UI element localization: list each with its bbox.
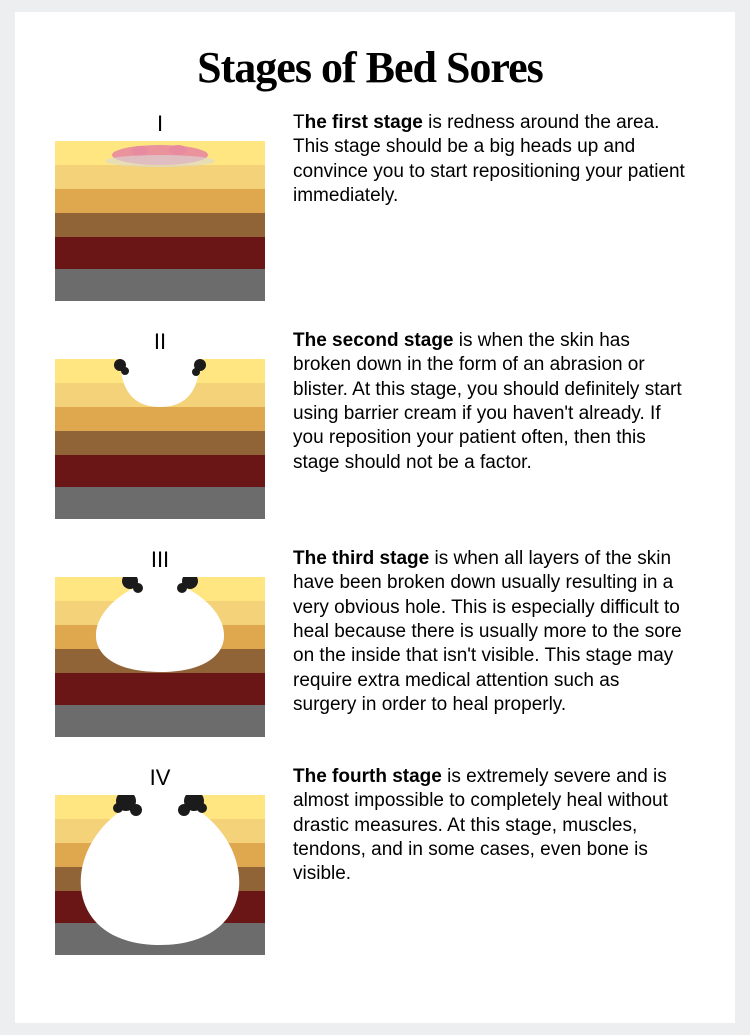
stage-lead: The fourth stage <box>293 766 442 787</box>
tissue-diagram-wrap <box>55 577 265 737</box>
stage-roman-label: II <box>55 329 265 355</box>
tissue-diagram <box>55 795 265 955</box>
tissue-diagram <box>55 141 265 301</box>
stage-lead: The second stage <box>293 330 454 351</box>
stage-description: The second stage is when the skin has br… <box>293 329 685 475</box>
tissue-diagram <box>55 359 265 519</box>
stage-body: is when all layers of the skin have been… <box>293 548 682 715</box>
diagram-column: I <box>55 111 265 301</box>
stage-body: is when the skin has broken down in the … <box>293 330 682 473</box>
stage-row: I The first stage is redness around the … <box>55 111 685 301</box>
stage-roman-label: III <box>55 547 265 573</box>
infographic-page: Stages of Bed Sores I The first stage is… <box>15 12 735 1023</box>
tissue-diagram-wrap <box>55 359 265 519</box>
stage-roman-label: I <box>55 111 265 137</box>
diagram-column: IV <box>55 765 265 955</box>
stage-description: The first stage is redness around the ar… <box>293 111 685 208</box>
tissue-diagram-wrap <box>55 795 265 955</box>
stage-row: II The second stage is when the skin has… <box>55 329 685 519</box>
stage-roman-label: IV <box>55 765 265 791</box>
diagram-column: III <box>55 547 265 737</box>
page-title: Stages of Bed Sores <box>55 42 685 93</box>
diagram-column: II <box>55 329 265 519</box>
tissue-diagram-wrap <box>55 141 265 301</box>
stage-row: III The third stage is when all layers o… <box>55 547 685 737</box>
stages-container: I The first stage is redness around the … <box>55 111 685 955</box>
tissue-diagram <box>55 577 265 737</box>
stage-row: IV The fourth stage is extremely severe … <box>55 765 685 955</box>
stage-lead: The third stage <box>293 548 429 569</box>
stage-lead-prefix: T <box>293 112 305 133</box>
stage-description: The fourth stage is extremely severe and… <box>293 765 685 887</box>
stage-lead: he first stage <box>305 112 423 133</box>
stage-description: The third stage is when all layers of th… <box>293 547 685 717</box>
